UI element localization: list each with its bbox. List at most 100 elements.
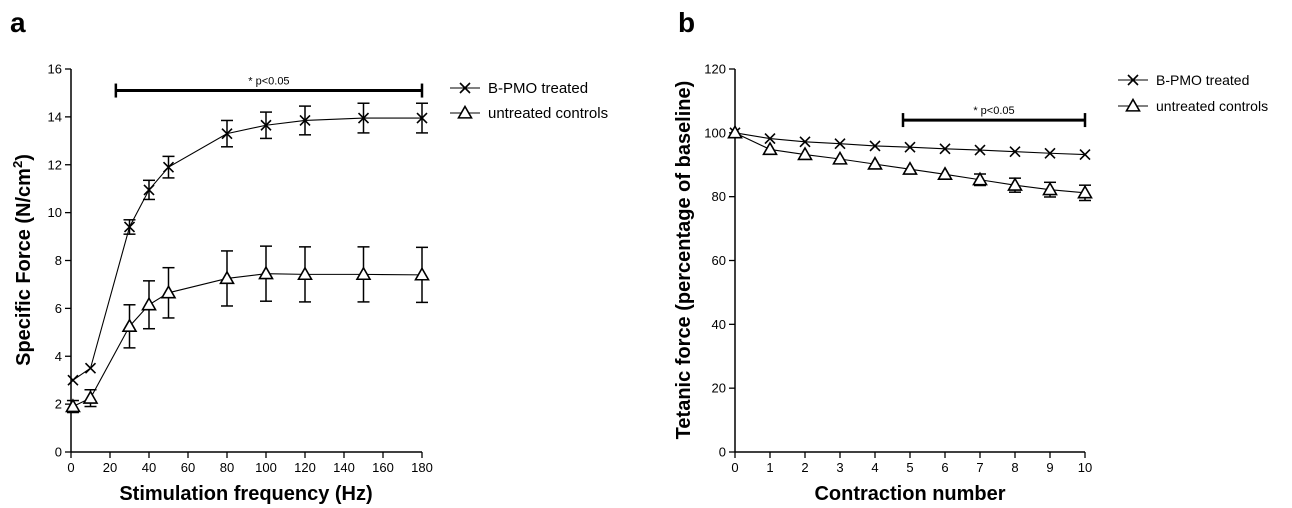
data-point-triangle: [1007, 177, 1023, 191]
y-tick-label: 16: [48, 62, 62, 77]
y-tick-label: 12: [48, 157, 62, 172]
x-tick-label: 8: [1011, 460, 1018, 475]
series-b-pmo-treated: [67, 102, 428, 386]
data-point-x: [416, 112, 428, 124]
panel-a-letter: a: [10, 7, 26, 38]
y-tick-label: 14: [48, 109, 62, 124]
y-tick-label: 20: [712, 381, 726, 396]
data-point-triangle: [141, 296, 157, 311]
data-point-x: [162, 161, 175, 173]
x-tick-label: 160: [372, 460, 394, 475]
y-axis-title-superscript: 2: [10, 161, 25, 168]
data-point-x: [904, 141, 916, 153]
y-tick-label: 100: [704, 125, 726, 140]
x-tick-label: 20: [103, 460, 117, 475]
legend-marker-triangle: [1125, 97, 1141, 112]
data-point-triangle: [1077, 184, 1093, 199]
data-point-x: [799, 136, 811, 148]
legend-label: B-PMO treated: [1156, 72, 1249, 88]
y-tick-label: 0: [719, 445, 726, 460]
y-tick-label: 0: [55, 445, 62, 460]
data-point-triangle: [902, 161, 918, 175]
data-point-triangle: [762, 141, 778, 156]
data-point-triangle: [867, 155, 883, 170]
x-tick-label: 5: [906, 460, 913, 475]
y-tick-label: 120: [704, 62, 726, 77]
panel-b-letter: b: [678, 7, 695, 38]
data-point-triangle: [1042, 181, 1058, 196]
y-tick-label: 40: [712, 317, 726, 332]
x-tick-label: 40: [142, 460, 156, 475]
data-point-triangle: [797, 146, 813, 161]
data-point-triangle: [355, 266, 372, 281]
x-tick-label: 9: [1046, 460, 1053, 475]
y-axis-title-close: ): [13, 154, 35, 161]
x-tick-label: 100: [255, 460, 277, 475]
data-point-x: [939, 143, 951, 155]
data-point-triangle: [219, 270, 235, 285]
data-point-x: [67, 374, 79, 386]
data-point-triangle: [121, 318, 138, 333]
x-tick-label: 120: [294, 460, 316, 475]
x-tick-label: 1: [766, 460, 773, 475]
series-line: [72, 273, 423, 408]
data-point-x: [764, 133, 776, 145]
y-tick-label: 2: [55, 397, 62, 412]
data-point-triangle: [972, 171, 988, 186]
data-point-x: [1009, 146, 1021, 158]
x-tick-label: 60: [181, 460, 195, 475]
legend-label: untreated controls: [1156, 98, 1268, 114]
data-point-x: [143, 184, 155, 196]
legend-marker-x: [1127, 74, 1139, 86]
y-axis-title-main: Tetanic force (percentage of baseline): [673, 81, 695, 440]
x-tick-label: 4: [871, 460, 878, 475]
data-point-triangle: [82, 390, 99, 404]
data-point-x: [221, 128, 233, 140]
data-point-x: [357, 112, 370, 124]
data-point-x: [1044, 147, 1056, 159]
x-axis-title: Stimulation frequency (Hz): [119, 483, 372, 505]
y-tick-label: 80: [712, 189, 726, 204]
series-untreated-controls: [727, 124, 1093, 202]
x-tick-label: 80: [220, 460, 234, 475]
series-line: [734, 132, 1086, 156]
series-line: [72, 117, 422, 381]
y-tick-label: 60: [712, 253, 726, 268]
data-point-x: [299, 114, 311, 127]
x-tick-label: 3: [836, 460, 843, 475]
data-point-x: [84, 362, 97, 374]
legend-label: untreated controls: [488, 105, 608, 122]
data-point-triangle: [65, 398, 81, 413]
data-point-x: [834, 138, 846, 150]
y-tick-label: 10: [48, 205, 62, 220]
data-point-triangle: [727, 124, 743, 139]
significance-label: * p<0.05: [973, 105, 1014, 117]
y-axis-title: Tetanic force (percentage of baseline): [673, 81, 695, 440]
data-point-triangle: [832, 150, 848, 165]
x-tick-label: 140: [333, 460, 355, 475]
data-point-triangle: [258, 265, 274, 280]
x-tick-label: 0: [67, 460, 74, 475]
legend-label: B-PMO treated: [488, 80, 588, 97]
data-point-x: [869, 140, 881, 152]
data-point-triangle: [937, 166, 953, 180]
data-point-x: [1079, 148, 1091, 161]
chart-b-tetanic-force: 0 20 40 60 80 100 120 0 1 2 3 4 5 6 7 8 9 10 Contraction n…: [673, 62, 1268, 506]
x-tick-label: 180: [411, 460, 433, 475]
data-point-triangle: [160, 284, 177, 299]
data-point-x: [260, 119, 272, 131]
y-axis-title: Specific Force (N/cm2): [10, 154, 35, 366]
series-untreated-controls: [65, 245, 430, 414]
y-tick-label: 8: [55, 253, 62, 268]
significance-label: * p<0.05: [248, 76, 289, 88]
x-tick-label: 0: [731, 460, 738, 475]
data-point-triangle: [297, 266, 313, 281]
data-point-x: [123, 221, 136, 233]
x-tick-label: 10: [1078, 460, 1092, 475]
y-tick-label: 4: [55, 349, 62, 364]
x-tick-label: 7: [976, 460, 983, 475]
data-point-triangle: [414, 266, 430, 281]
data-point-x: [974, 144, 986, 156]
